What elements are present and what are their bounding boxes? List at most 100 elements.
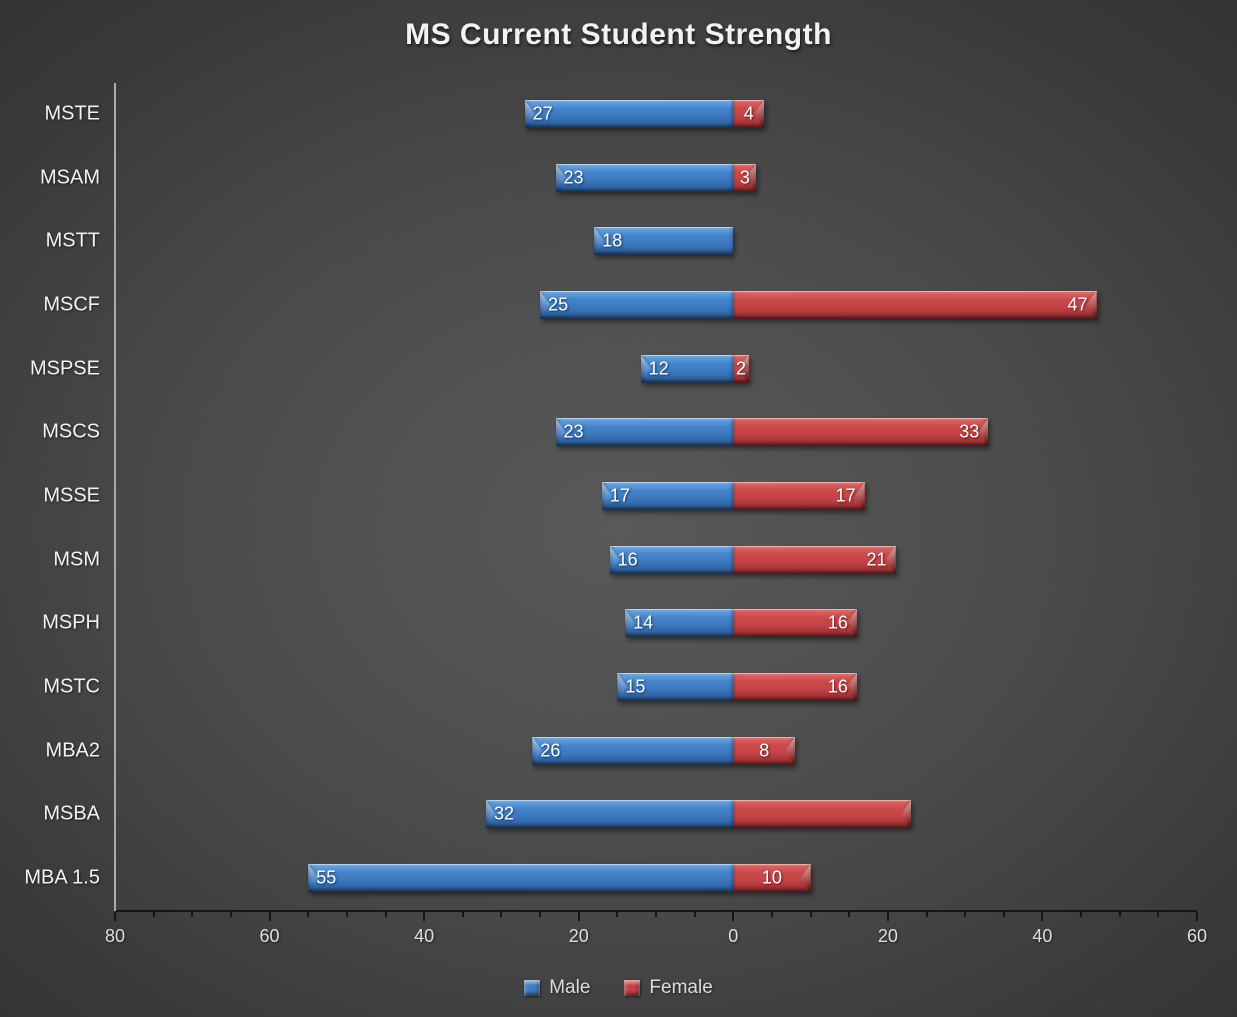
chart-row: MSTC 15 16 bbox=[43, 655, 1197, 719]
axis-tick bbox=[577, 912, 580, 921]
axis-tick bbox=[616, 912, 619, 917]
male-bar: 16 bbox=[609, 545, 734, 574]
axis-tick bbox=[693, 912, 696, 917]
category-label: MSPSE bbox=[29, 357, 100, 380]
female-value-label: 4 bbox=[743, 103, 754, 124]
legend-item-female: Female bbox=[624, 977, 713, 999]
female-bar: 16 bbox=[733, 673, 857, 702]
axis-tick bbox=[423, 912, 426, 921]
female-value-label: 16 bbox=[827, 612, 848, 633]
axis-tick bbox=[770, 912, 773, 917]
chart-row: MSTE 27 4 bbox=[44, 82, 1197, 146]
chart-row: MSPSE 12 2 bbox=[30, 337, 1197, 401]
chart-row: MSPH 14 16 bbox=[42, 592, 1197, 656]
category-label: MSCS bbox=[42, 420, 100, 443]
chart-title: MS Current Student Strength bbox=[405, 18, 832, 51]
male-value-label: 32 bbox=[493, 803, 515, 824]
female-bar: 2 bbox=[733, 354, 749, 383]
axis-tick-label: 80 bbox=[104, 926, 126, 946]
axis-tick-label: 20 bbox=[568, 926, 589, 946]
axis-tick bbox=[461, 912, 464, 917]
axis-tick bbox=[1118, 912, 1121, 917]
axis-tick bbox=[1157, 912, 1160, 917]
category-label: MSTT bbox=[45, 229, 100, 252]
female-value-label: 47 bbox=[1067, 294, 1088, 315]
axis-tick bbox=[191, 912, 194, 917]
male-value-label: 17 bbox=[609, 485, 630, 506]
male-bar: 23 bbox=[555, 163, 734, 192]
category-label: MSPH bbox=[42, 611, 100, 634]
axis-tick bbox=[655, 912, 657, 917]
male-bar: 26 bbox=[532, 736, 734, 765]
chart-row: MSBA 32 bbox=[43, 783, 1197, 847]
female-value-label: 8 bbox=[759, 740, 770, 761]
chart-row: MBA2 26 8 bbox=[46, 719, 1197, 783]
male-value-label: 27 bbox=[532, 103, 553, 124]
male-bar: 14 bbox=[625, 609, 734, 638]
male-value-label: 18 bbox=[602, 230, 623, 251]
category-label: MSSE bbox=[43, 484, 100, 507]
male-value-label: 12 bbox=[648, 358, 669, 379]
category-label: MSBA bbox=[43, 802, 100, 825]
male-bar: 23 bbox=[555, 418, 734, 447]
female-bar: 16 bbox=[733, 609, 857, 638]
axis-tick bbox=[732, 912, 735, 921]
male-value-label: 16 bbox=[617, 549, 638, 570]
x-axis-labels: 80 60 40 20 0 20 40 60 bbox=[105, 926, 1207, 950]
axis-tick bbox=[1080, 912, 1083, 917]
male-bar: 32 bbox=[485, 800, 734, 829]
category-label: MSTC bbox=[43, 675, 100, 698]
female-value-label: 2 bbox=[736, 358, 747, 379]
chart-rows: MSTE 27 4 MSAM 23 3 MSTT 18 MSCF 25 47 MSPSE 12 2 MSCS… bbox=[24, 82, 1197, 910]
chart-row: MSSE 17 17 bbox=[43, 464, 1197, 528]
male-value-label: 26 bbox=[540, 740, 561, 761]
axis-tick bbox=[964, 912, 967, 917]
male-value-label: 15 bbox=[625, 676, 646, 697]
male-bar: 12 bbox=[640, 354, 734, 383]
axis-tick bbox=[114, 912, 116, 921]
axis-tick-label: 40 bbox=[414, 926, 435, 946]
female-bar: 17 bbox=[733, 481, 865, 510]
female-value-label: 21 bbox=[866, 549, 887, 570]
male-bar: 17 bbox=[601, 481, 734, 510]
male-bar: 18 bbox=[594, 227, 734, 256]
female-bar: 47 bbox=[733, 290, 1097, 319]
axis-tick bbox=[229, 912, 232, 917]
female-value-label: 17 bbox=[835, 485, 856, 506]
axis-tick bbox=[268, 912, 271, 921]
axis-tick bbox=[848, 912, 851, 917]
female-bar: 10 bbox=[733, 864, 811, 893]
plot-area: MSTE 27 4 MSAM 23 3 MSTT 18 MSCF 25 47 MSPSE 12 2 MSCS… bbox=[24, 82, 1197, 911]
chart-row: MSTT 18 bbox=[46, 209, 1197, 273]
female-value-label: 33 bbox=[959, 421, 980, 442]
axis-tick bbox=[1002, 912, 1005, 917]
chart-row: MSCS 23 33 bbox=[42, 400, 1197, 464]
male-bar: 25 bbox=[540, 290, 734, 319]
axis-tick bbox=[1196, 912, 1198, 921]
category-label: MSTE bbox=[44, 102, 100, 125]
chart-row: MSAM 23 3 bbox=[40, 146, 1197, 210]
female-bar: 8 bbox=[733, 736, 796, 765]
female-bar: 33 bbox=[733, 418, 989, 447]
axis-tick bbox=[886, 912, 889, 921]
category-label: MSM bbox=[53, 548, 100, 571]
axis-tick bbox=[539, 912, 542, 917]
axis-tick-label: 60 bbox=[1186, 926, 1208, 946]
male-bar: 27 bbox=[524, 99, 734, 128]
male-value-label: 23 bbox=[563, 167, 584, 188]
legend: Male Female bbox=[0, 977, 1237, 999]
male-value-label: 23 bbox=[563, 421, 584, 442]
axis-tick bbox=[925, 912, 928, 917]
axis-tick-label: 20 bbox=[877, 926, 898, 946]
axis-tick bbox=[500, 912, 503, 917]
female-bar bbox=[733, 800, 912, 829]
axis-tick bbox=[809, 912, 812, 917]
female-bar: 4 bbox=[733, 99, 765, 128]
zero-gridline bbox=[114, 83, 116, 911]
axis-tick-label: 40 bbox=[1032, 926, 1053, 946]
axis-tick bbox=[1041, 912, 1044, 921]
category-label: MBA 1.5 bbox=[24, 866, 100, 889]
category-label: MSAM bbox=[40, 166, 100, 189]
male-bar: 15 bbox=[617, 673, 734, 702]
